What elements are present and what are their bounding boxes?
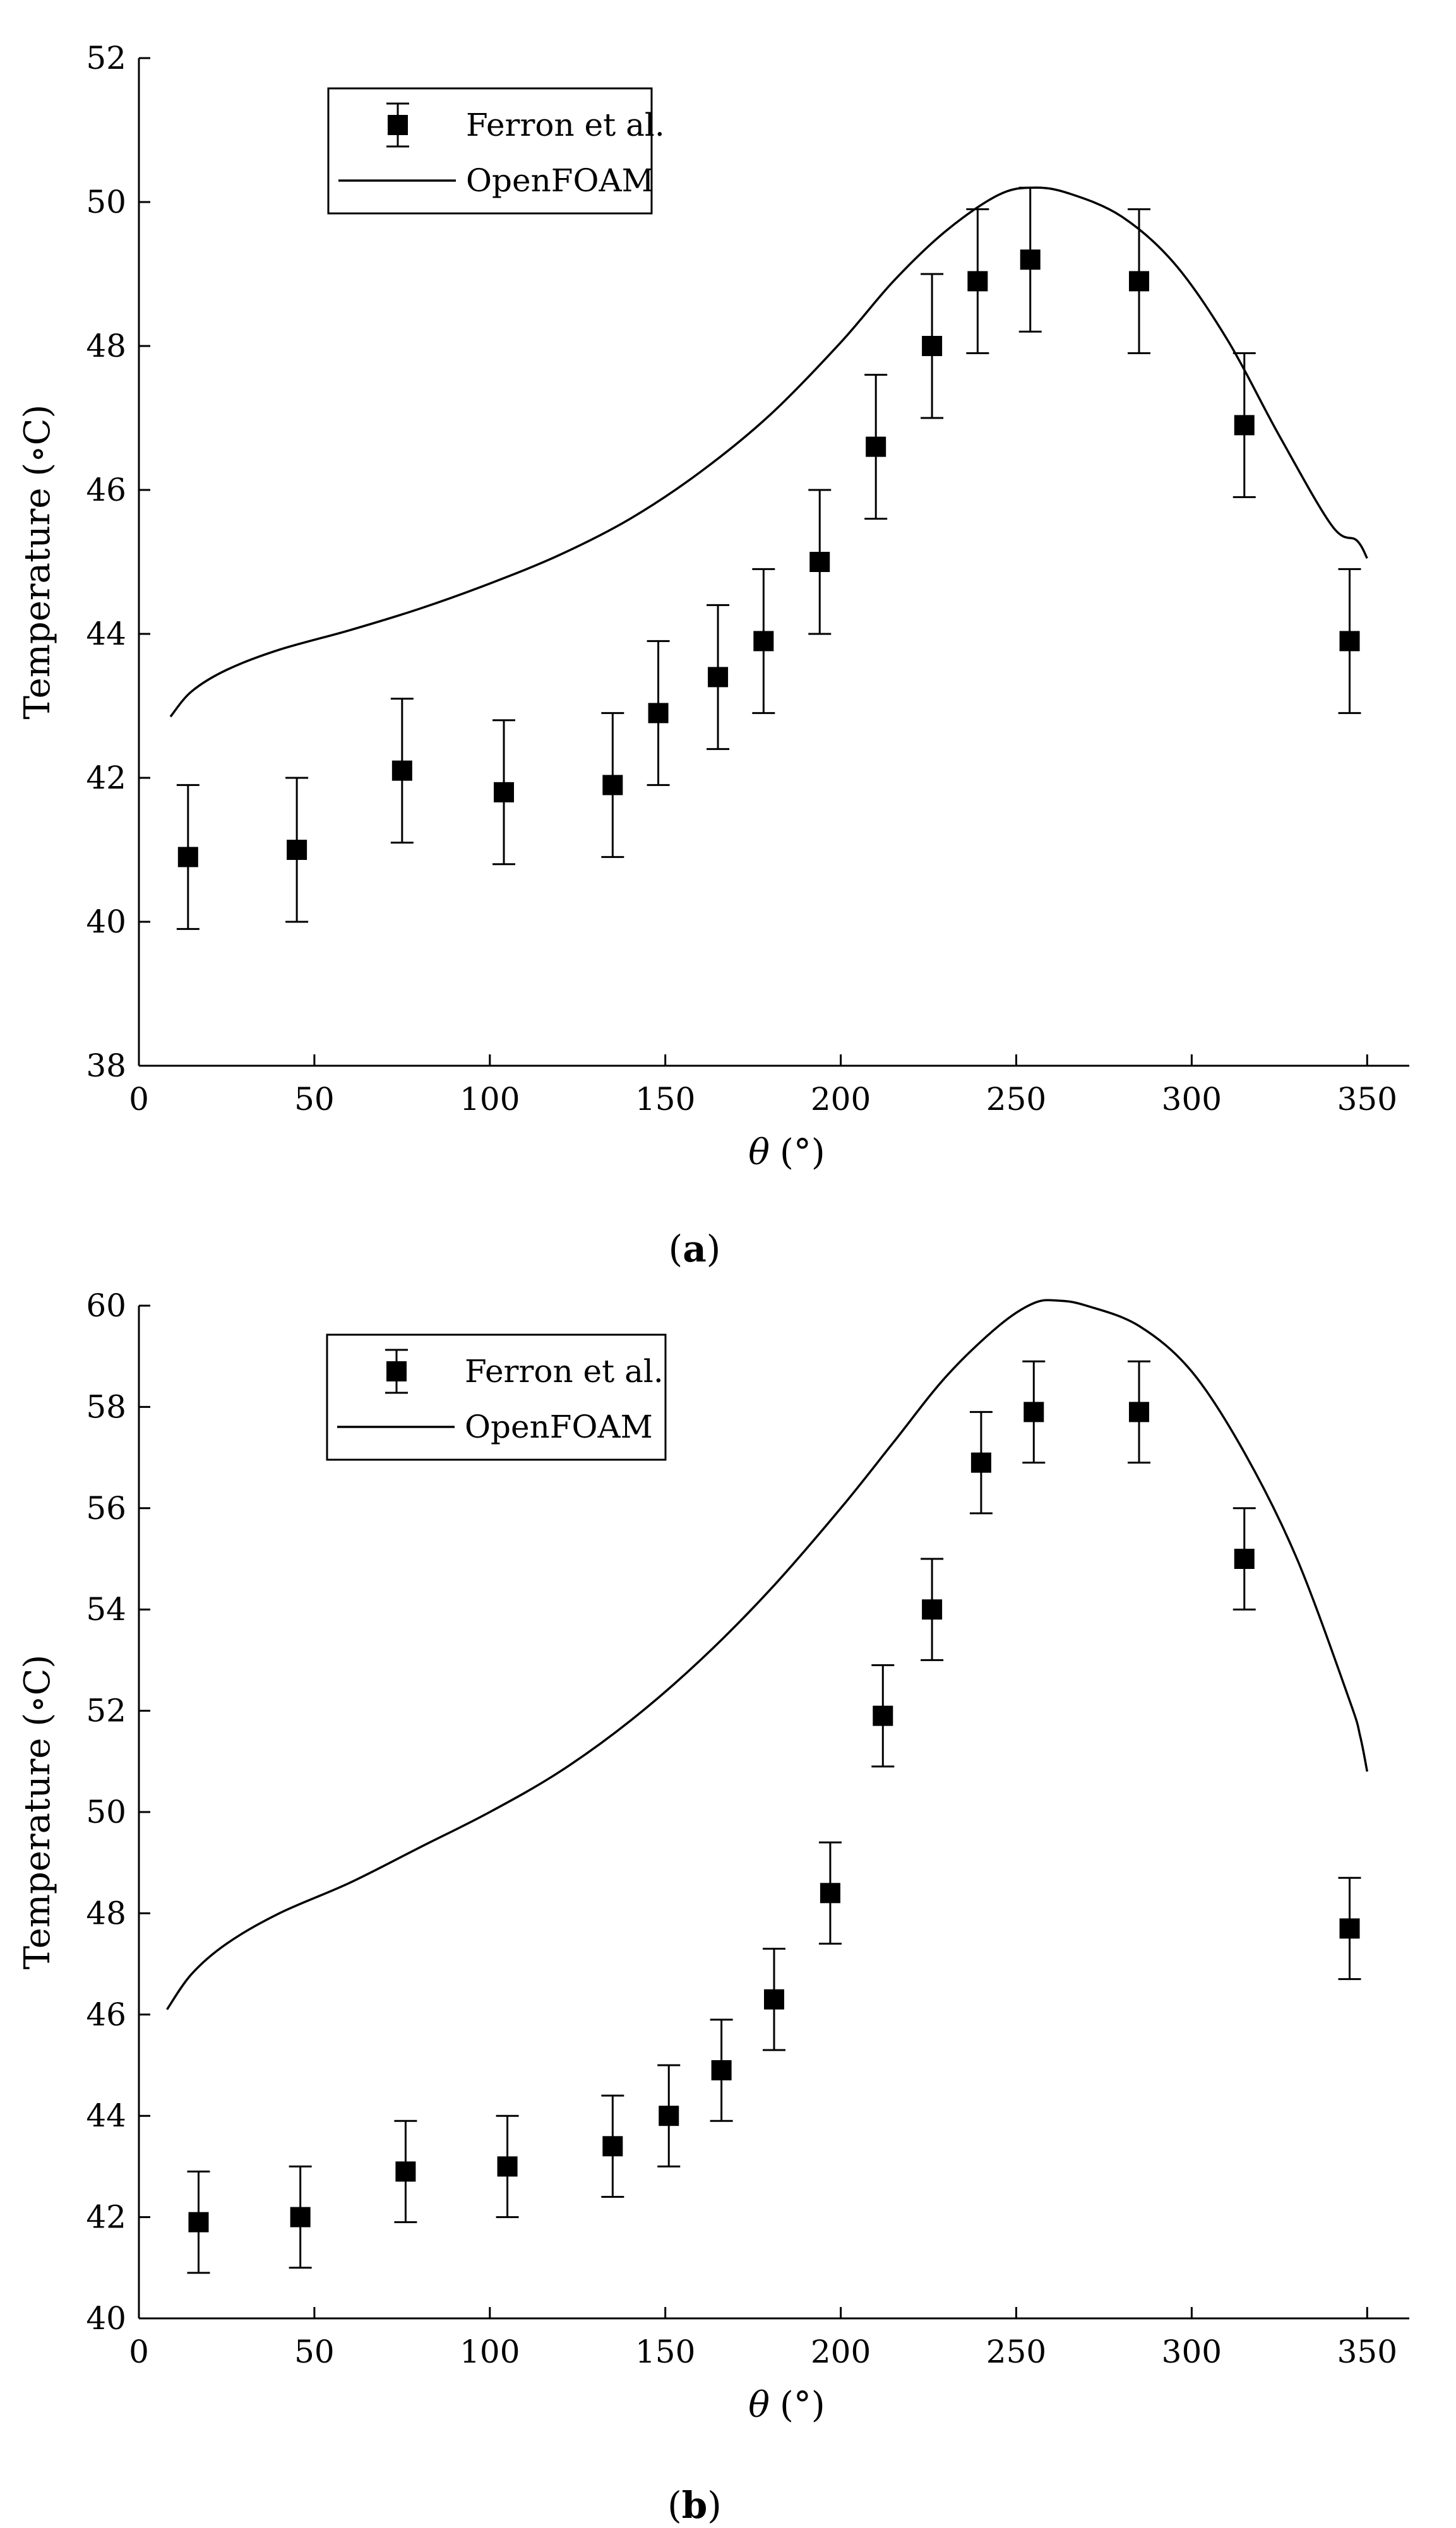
- panel-caption: (b): [667, 2484, 722, 2527]
- y-tick-label: 46: [86, 1996, 126, 2033]
- x-tick-label: 300: [1162, 1081, 1222, 1118]
- y-tick-label: 40: [86, 903, 126, 940]
- ferron-point: [873, 1705, 893, 1726]
- panel-caption: (a): [669, 1227, 721, 1270]
- ferron-point: [1020, 249, 1041, 270]
- ferron-point: [1129, 271, 1150, 292]
- ferron-point: [753, 631, 774, 652]
- x-tick-label: 200: [811, 1081, 871, 1118]
- y-tick-label: 52: [86, 1693, 126, 1729]
- caption-close-paren: ): [707, 1227, 721, 1270]
- chart-panel-a: 0 50 100 150 200 250 300 350 38 40 42 44 46 48 50 52 Tem…: [17, 40, 1409, 1270]
- y-tick-label: 40: [86, 2300, 126, 2337]
- ferron-point: [494, 782, 515, 802]
- ferron-point: [1339, 631, 1360, 652]
- x-tick-label: 350: [1337, 1081, 1397, 1118]
- caption-close-paren: ): [707, 2484, 722, 2527]
- ferron-point: [287, 840, 307, 860]
- y-axis-label: Temperature (∘C): [17, 1655, 58, 1970]
- legend-label-openfoam: OpenFOAM: [465, 1409, 653, 1445]
- x-tick-label: 250: [986, 2334, 1046, 2370]
- y-tick-label: 54: [86, 1591, 126, 1628]
- x-axis-label-unit: (°): [780, 2385, 825, 2426]
- x-tick-label: 200: [811, 2334, 871, 2370]
- openfoam-line: [166, 1299, 1369, 2010]
- ferron-point: [602, 775, 623, 796]
- y-tick-label: 52: [86, 40, 126, 76]
- ferron-point: [967, 271, 988, 292]
- x-tick-label: 150: [635, 2334, 695, 2370]
- legend-box: [327, 87, 653, 215]
- legend-label-openfoam: OpenFOAM: [466, 162, 654, 199]
- y-tick-label: 60: [86, 1287, 126, 1324]
- ferron-point: [970, 1452, 991, 1473]
- caption-letter: b: [682, 2484, 708, 2527]
- legend-box: [326, 1333, 667, 1461]
- ferron-point: [391, 760, 412, 781]
- x-tick-label: 50: [294, 1081, 335, 1118]
- ferron-point: [497, 2156, 518, 2177]
- ferron-point: [1234, 415, 1255, 436]
- x-tick-label: 0: [129, 1081, 149, 1118]
- x-axis-label-symbol: θ: [748, 2385, 770, 2426]
- x-tick-label: 300: [1162, 2334, 1222, 2370]
- x-axis-label: θ (°): [748, 2385, 825, 2426]
- chart-panel-b: 0 50 100 150 200 250 300 350 40 42 44 46 48 50 52 54 56 5…: [17, 1287, 1409, 2527]
- y-tick-label: 48: [86, 1895, 126, 1931]
- x-axis-label-symbol: θ: [748, 1132, 770, 1173]
- y-tick-label: 58: [86, 1388, 126, 1425]
- y-tick-label: 56: [86, 1490, 126, 1527]
- ferron-point: [866, 436, 886, 457]
- ferron-point: [922, 336, 943, 356]
- ferron-point: [820, 1883, 840, 1904]
- ferron-point: [1129, 1402, 1150, 1422]
- ferron-point: [659, 2106, 679, 2126]
- ferron-point: [708, 667, 729, 688]
- caption-open-paren: (: [669, 1227, 683, 1270]
- legend-ferron-marker: [386, 1361, 407, 1381]
- x-tick-label: 250: [986, 1081, 1046, 1118]
- y-tick-label: 44: [86, 2097, 126, 2134]
- ferron-point: [809, 552, 830, 572]
- legend-label-ferron: Ferron et al.: [466, 107, 665, 143]
- x-axis-label: θ (°): [748, 1132, 825, 1173]
- x-tick-label: 100: [460, 1081, 520, 1118]
- caption-letter: a: [683, 1227, 707, 1270]
- legend: Ferron et al. OpenFOAM: [327, 87, 665, 215]
- y-tick-label: 44: [86, 616, 126, 652]
- ferron-point: [1023, 1402, 1044, 1422]
- x-axis-label-unit: (°): [780, 1132, 825, 1173]
- ferron-point: [764, 1989, 784, 2010]
- ferron-point: [711, 2060, 732, 2081]
- y-tick-label: 38: [86, 1047, 126, 1084]
- ferron-point: [922, 1599, 943, 1620]
- y-tick-label: 46: [86, 472, 126, 508]
- legend-label-ferron: Ferron et al.: [465, 1353, 664, 1390]
- y-tick-label: 42: [86, 760, 126, 796]
- ferron-point: [1339, 1918, 1360, 1939]
- y-tick-label: 50: [86, 184, 126, 220]
- x-tick-label: 0: [129, 2334, 149, 2370]
- ferron-point: [602, 2136, 623, 2157]
- ferron-point: [1234, 1549, 1255, 1569]
- ferron-point: [177, 847, 198, 868]
- y-tick-label: 50: [86, 1794, 126, 1830]
- y-tick-label: 48: [86, 328, 126, 364]
- y-axis-label: Temperature (∘C): [17, 405, 58, 720]
- x-tick-label: 350: [1337, 2334, 1397, 2370]
- ferron-point: [395, 2161, 416, 2182]
- legend: Ferron et al. OpenFOAM: [326, 1333, 667, 1461]
- ferron-point: [648, 703, 669, 724]
- openfoam-line: [169, 186, 1368, 718]
- x-tick-label: 100: [460, 2334, 520, 2370]
- ferron-point: [188, 2212, 209, 2233]
- x-tick-label: 150: [635, 1081, 695, 1118]
- legend-ferron-marker: [388, 115, 408, 135]
- x-tick-label: 50: [294, 2334, 335, 2370]
- y-tick-label: 42: [86, 2199, 126, 2236]
- caption-open-paren: (: [667, 2484, 682, 2527]
- ferron-point: [290, 2207, 311, 2227]
